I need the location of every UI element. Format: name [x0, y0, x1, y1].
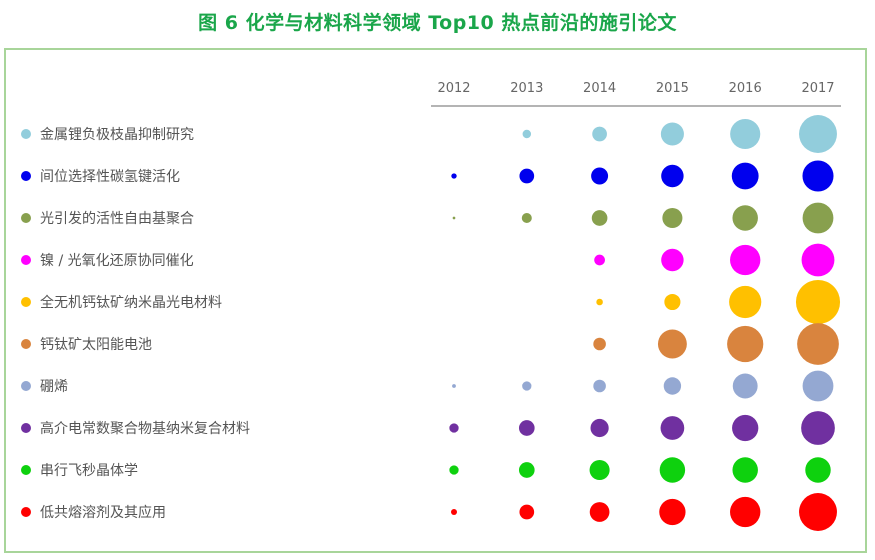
bubble: [593, 337, 606, 351]
row-label: 低共熔溶剂及其应用: [40, 504, 166, 521]
bubble: [730, 244, 761, 276]
legend-marker: [21, 339, 31, 349]
bubble: [664, 293, 681, 311]
bubble: [661, 164, 684, 188]
bubble: [522, 381, 532, 391]
bubble: [797, 323, 839, 365]
bubble: [801, 411, 835, 445]
legend-marker: [21, 423, 31, 433]
year-header: 2014: [583, 81, 616, 96]
chart-panel: 2012 2013 2014 2015 2016 2017 金属锂负极枝晶抑制研究 间位选择性…: [4, 48, 867, 553]
bubble: [730, 118, 761, 150]
row-label: 金属锂负极枝晶抑制研究: [40, 127, 194, 143]
bubble: [449, 423, 459, 433]
bubble: [662, 207, 683, 229]
year-header: 2016: [729, 81, 762, 96]
bubble: [660, 416, 685, 440]
figure-title: 图 6 化学与材料科学领域 Top10 热点前沿的施引论文: [198, 12, 677, 34]
row-label: 镍 / 光氧化还原协同催化: [40, 253, 194, 269]
bubble: [805, 457, 831, 483]
bubble: [799, 493, 837, 531]
bubble: [594, 254, 605, 266]
bubble: [593, 379, 606, 393]
bubble: [802, 160, 834, 192]
bubble: [732, 414, 759, 442]
bubble: [592, 126, 607, 142]
bubble: [795, 279, 841, 325]
bubble: [727, 325, 764, 363]
bubble: [521, 212, 532, 224]
bubble: [659, 498, 686, 526]
bubble: [596, 298, 603, 306]
bubble: [732, 373, 758, 399]
legend-marker: [21, 255, 31, 265]
bubble: [519, 168, 535, 184]
row-label: 间位选择性碳氢键活化: [40, 169, 180, 185]
row-label: 钙钛矿太阳能电池: [40, 337, 152, 353]
bubble: [802, 370, 834, 402]
bubble: [452, 384, 456, 388]
row-label: 高介电常数聚合物基纳米复合材料: [40, 420, 250, 437]
bubble: [591, 167, 609, 185]
bubble: [518, 420, 535, 436]
legend-marker: [21, 171, 31, 181]
bubble: [732, 457, 758, 483]
bubble: [802, 202, 834, 234]
bubble-chart: 2012 2013 2014 2015 2016 2017 金属锂负极枝晶抑制研究间位选择性…: [21, 81, 841, 531]
year-header: 2017: [801, 81, 834, 96]
row-label: 光引发的活性自由基聚合: [40, 210, 194, 227]
year-header: 2013: [510, 81, 543, 96]
bubble: [730, 496, 761, 528]
bubble: [663, 377, 682, 395]
bubble: [451, 173, 457, 179]
bubble: [451, 509, 457, 515]
bubble: [589, 502, 610, 522]
bubble: [799, 115, 837, 153]
bubble: [731, 162, 759, 190]
bubble: [659, 457, 686, 483]
bubble: [801, 243, 835, 277]
bubble: [589, 459, 610, 481]
bubble: [591, 210, 608, 226]
bubble: [660, 122, 684, 146]
bubble: [452, 216, 456, 220]
row-label: 串行飞秒晶体学: [40, 463, 138, 479]
bubble: [522, 129, 532, 139]
legend-marker: [21, 381, 31, 391]
bubble: [519, 504, 535, 520]
legend-marker: [21, 213, 31, 223]
bubble: [661, 248, 684, 272]
year-header: 2015: [656, 81, 689, 96]
row-label: 硼烯: [40, 379, 68, 395]
legend-marker: [21, 129, 31, 139]
bubble: [729, 285, 762, 319]
year-header: 2012: [437, 81, 470, 96]
row-label: 全无机钙钛矿纳米晶光电材料: [40, 294, 222, 311]
bubble: [657, 329, 687, 359]
legend-marker: [21, 507, 31, 517]
bubble: [590, 418, 609, 438]
legend-marker: [21, 465, 31, 475]
bubble: [449, 465, 459, 475]
legend-marker: [21, 297, 31, 307]
bubble: [732, 205, 758, 231]
bubble: [518, 462, 535, 478]
